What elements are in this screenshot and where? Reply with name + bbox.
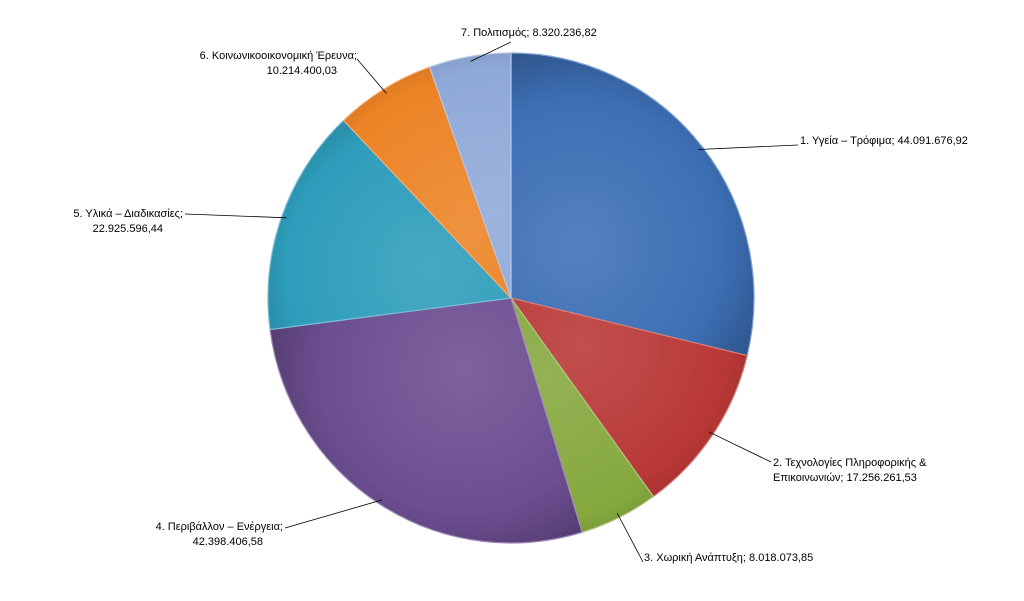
pie-slice-2 (509, 297, 748, 498)
leader-line-3 (616, 512, 644, 563)
leader-line-4 (284, 499, 383, 529)
pie-slice-4 (269, 297, 583, 544)
pie-slices (267, 52, 755, 544)
data-label-1: 1. Υγεία – Τρόφιμα; 44.091.676,92 (800, 135, 968, 147)
leader-lines (184, 41, 799, 563)
pie-slice-7 (428, 52, 512, 299)
leader-line-2 (708, 431, 772, 463)
data-label-3: 3. Χωρική Ανάπτυξη; 8.018.073,85 (644, 552, 813, 564)
data-label-4: 4. Περιβάλλον – Ενέργεια; 42.398.406,58 (156, 521, 283, 548)
data-label-2: 2. Τεχνολογίες Πληροφορικής & Επικοινωνιώ… (773, 457, 927, 484)
leader-line-7 (470, 41, 512, 62)
leader-line-5 (184, 213, 287, 219)
data-label-5: 5. Υλικά – Διαδικασίες; 22.925.596,44 (73, 208, 183, 235)
leader-line-6 (356, 58, 387, 94)
pie-slice-5 (267, 119, 513, 331)
data-labels: 1. Υγεία – Τρόφιμα; 44.091.676,92 2. Τεχν… (73, 27, 968, 564)
data-label-7: 7. Πολιτισμός; 8.320.236,82 (461, 27, 597, 39)
pie-slice-1 (510, 52, 755, 357)
leader-line-1 (698, 144, 799, 150)
data-label-6: 6. Κοινωνικοοικονομική Έρευνα; 10.214.400… (200, 50, 357, 77)
